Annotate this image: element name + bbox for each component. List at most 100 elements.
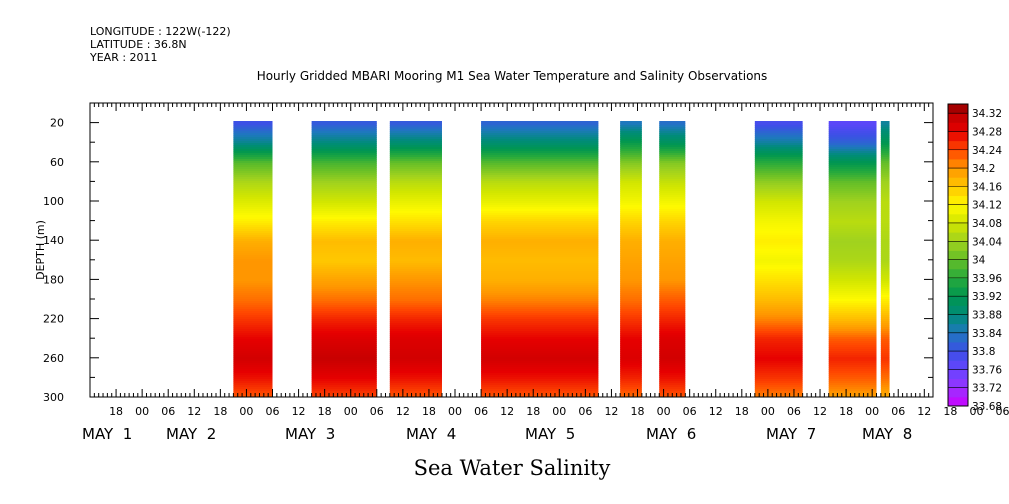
salinity-cell [880, 345, 890, 348]
salinity-cell [233, 205, 273, 208]
salinity-cell [880, 219, 890, 222]
salinity-cell [311, 169, 377, 172]
salinity-cell [659, 329, 686, 332]
salinity-cell [481, 205, 599, 208]
salinity-cell [659, 381, 686, 384]
salinity-cell [659, 165, 686, 168]
salinity-cell [620, 357, 642, 360]
salinity-cell [233, 271, 273, 274]
salinity-cell [311, 335, 377, 338]
salinity-cell [233, 333, 273, 336]
salinity-cell [880, 251, 890, 254]
salinity-cell [311, 255, 377, 258]
salinity-cell [481, 151, 599, 154]
salinity-cell [754, 307, 803, 310]
salinity-cell [311, 273, 377, 276]
salinity-cell [311, 157, 377, 160]
salinity-cell [389, 391, 442, 394]
salinity-cell [754, 231, 803, 234]
salinity-cell [754, 345, 803, 348]
salinity-cell [311, 317, 377, 320]
salinity-cell [620, 339, 642, 342]
salinity-cell [389, 383, 442, 386]
salinity-cell [620, 279, 642, 282]
salinity-cell [311, 345, 377, 348]
salinity-cell [880, 145, 890, 148]
salinity-cell [389, 231, 442, 234]
salinity-cell [233, 253, 273, 256]
salinity-cell [389, 283, 442, 286]
salinity-cell [880, 233, 890, 236]
salinity-cell [754, 171, 803, 174]
salinity-cell [828, 295, 877, 298]
salinity-cell [481, 173, 599, 176]
salinity-cell [481, 131, 599, 134]
salinity-cell [311, 245, 377, 248]
salinity-cell [620, 209, 642, 212]
salinity-cell [828, 175, 877, 178]
salinity-cell [389, 309, 442, 312]
salinity-cell [828, 269, 877, 272]
salinity-cell [481, 357, 599, 360]
salinity-cell [311, 223, 377, 226]
salinity-cell [880, 257, 890, 260]
salinity-cell [754, 145, 803, 148]
salinity-cell [659, 249, 686, 252]
salinity-cell [481, 239, 599, 242]
salinity-cell [659, 255, 686, 258]
salinity-cell [880, 173, 890, 176]
salinity-cell [481, 237, 599, 240]
salinity-cell [880, 221, 890, 224]
salinity-cell [754, 205, 803, 208]
salinity-cell [880, 195, 890, 198]
salinity-cell [828, 341, 877, 344]
salinity-cell [620, 289, 642, 292]
salinity-cell [659, 385, 686, 388]
salinity-cell [311, 189, 377, 192]
colorbar-tick-label: 33.8 [972, 346, 995, 358]
salinity-cell [828, 177, 877, 180]
salinity-cell [828, 395, 877, 397]
salinity-cell [828, 327, 877, 330]
salinity-cell [880, 247, 890, 250]
salinity-cell [754, 169, 803, 172]
salinity-cell [481, 387, 599, 390]
salinity-cell [620, 143, 642, 146]
salinity-cell [754, 161, 803, 164]
salinity-cell [754, 379, 803, 382]
salinity-cell [659, 217, 686, 220]
colorbar-swatch [948, 204, 968, 215]
x-tick-label: 00 [761, 405, 775, 418]
colorbar-swatch [948, 149, 968, 160]
salinity-cell [481, 331, 599, 334]
salinity-cell [311, 269, 377, 272]
salinity-cell [233, 239, 273, 242]
salinity-cell [659, 295, 686, 298]
salinity-cell [389, 193, 442, 196]
salinity-cell [880, 293, 890, 296]
salinity-cell [880, 135, 890, 138]
salinity-cell [481, 245, 599, 248]
salinity-cell [481, 309, 599, 312]
salinity-cell [754, 141, 803, 144]
salinity-cell [481, 189, 599, 192]
salinity-cell [659, 365, 686, 368]
salinity-cell [828, 221, 877, 224]
salinity-cell [481, 277, 599, 280]
salinity-cell [659, 309, 686, 312]
salinity-cell [233, 313, 273, 316]
data-block [828, 121, 877, 397]
salinity-cell [233, 327, 273, 330]
salinity-cell [754, 181, 803, 184]
chart-title: Hourly Gridded MBARI Mooring M1 Sea Wate… [257, 69, 768, 83]
salinity-cell [481, 253, 599, 256]
salinity-cell [311, 329, 377, 332]
colorbar-swatch [948, 168, 968, 178]
salinity-cell [481, 169, 599, 172]
salinity-cell [880, 289, 890, 292]
salinity-cell [754, 389, 803, 392]
salinity-cell [481, 185, 599, 188]
salinity-cell [828, 321, 877, 324]
salinity-cell [828, 173, 877, 176]
salinity-cell [620, 297, 642, 300]
